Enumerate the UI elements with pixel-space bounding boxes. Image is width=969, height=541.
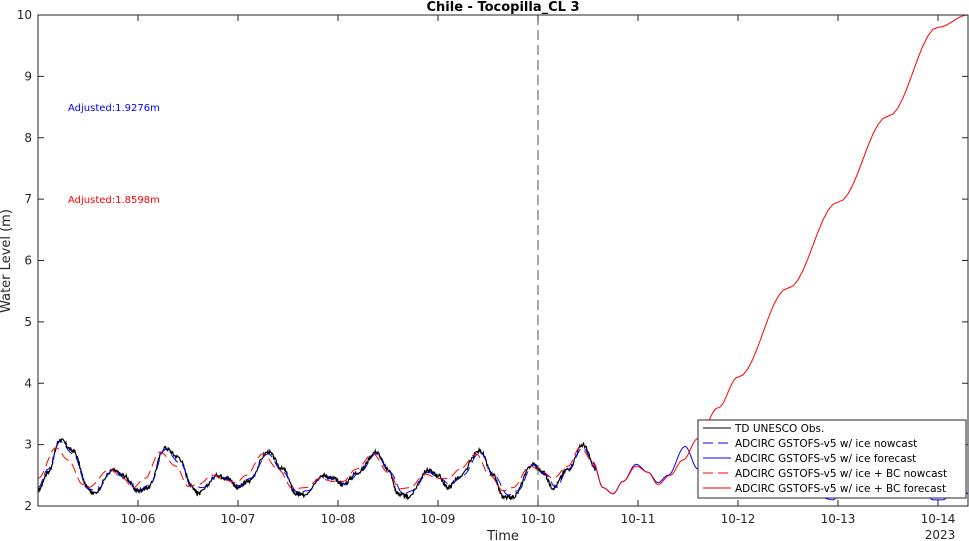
x-tick-label: 10-08: [321, 512, 356, 526]
y-tick-label: 9: [24, 69, 32, 83]
x-tick-label: 10-14: [921, 512, 956, 526]
adjusted-annotation: Adjusted:1.9276m: [68, 103, 160, 114]
y-tick-label: 8: [24, 131, 32, 145]
x-tick-label: 10-10: [521, 512, 556, 526]
legend-label: ADCIRC GSTOFS-v5 w/ ice + BC nowcast: [735, 468, 947, 480]
x-tick-label: 10-09: [421, 512, 456, 526]
y-tick-label: 7: [24, 192, 32, 206]
y-tick-label: 2: [24, 499, 32, 513]
chart-title: Chile - Tocopilla_CL 3: [426, 0, 579, 15]
series-line: [38, 447, 597, 492]
legend-box: [697, 419, 967, 499]
x-axis-label: Time: [486, 529, 519, 541]
x-tick-label: 10-07: [221, 512, 256, 526]
legend-label: ADCIRC GSTOFS-v5 w/ ice nowcast: [735, 438, 917, 450]
year-label: 2023: [925, 528, 956, 541]
y-axis-label: Water Level (m): [0, 209, 14, 313]
legend-label: TD UNESCO Obs.: [734, 423, 824, 435]
legend-label: ADCIRC GSTOFS-v5 w/ ice + BC forecast: [735, 483, 946, 495]
y-tick-label: 6: [24, 254, 32, 268]
y-tick-label: 4: [24, 376, 32, 390]
annotations: Adjusted:1.9276m Adjusted:1.8598m: [68, 103, 160, 206]
x-tick-label: 10-06: [121, 512, 156, 526]
y-tick-label: 10: [17, 8, 32, 22]
adjusted-annotation: Adjusted:1.8598m: [68, 195, 160, 206]
x-tick-label: 10-12: [721, 512, 756, 526]
series-line: [592, 15, 968, 495]
y-tick-label: 3: [24, 438, 32, 452]
x-tick-label: 10-13: [821, 512, 856, 526]
legend-label: ADCIRC GSTOFS-v5 w/ ice forecast: [735, 453, 916, 465]
series-line: [38, 441, 597, 496]
legend: TD UNESCO Obs. ADCIRC GSTOFS-v5 w/ ice no…: [697, 419, 967, 499]
y-tick-label: 5: [24, 315, 32, 329]
x-axis: 10-06 10-07 10-08 10-09 10-10 10-11 10-12 10-13…: [121, 15, 956, 526]
x-tick-label: 10-11: [621, 512, 656, 526]
series-line: [38, 438, 597, 501]
